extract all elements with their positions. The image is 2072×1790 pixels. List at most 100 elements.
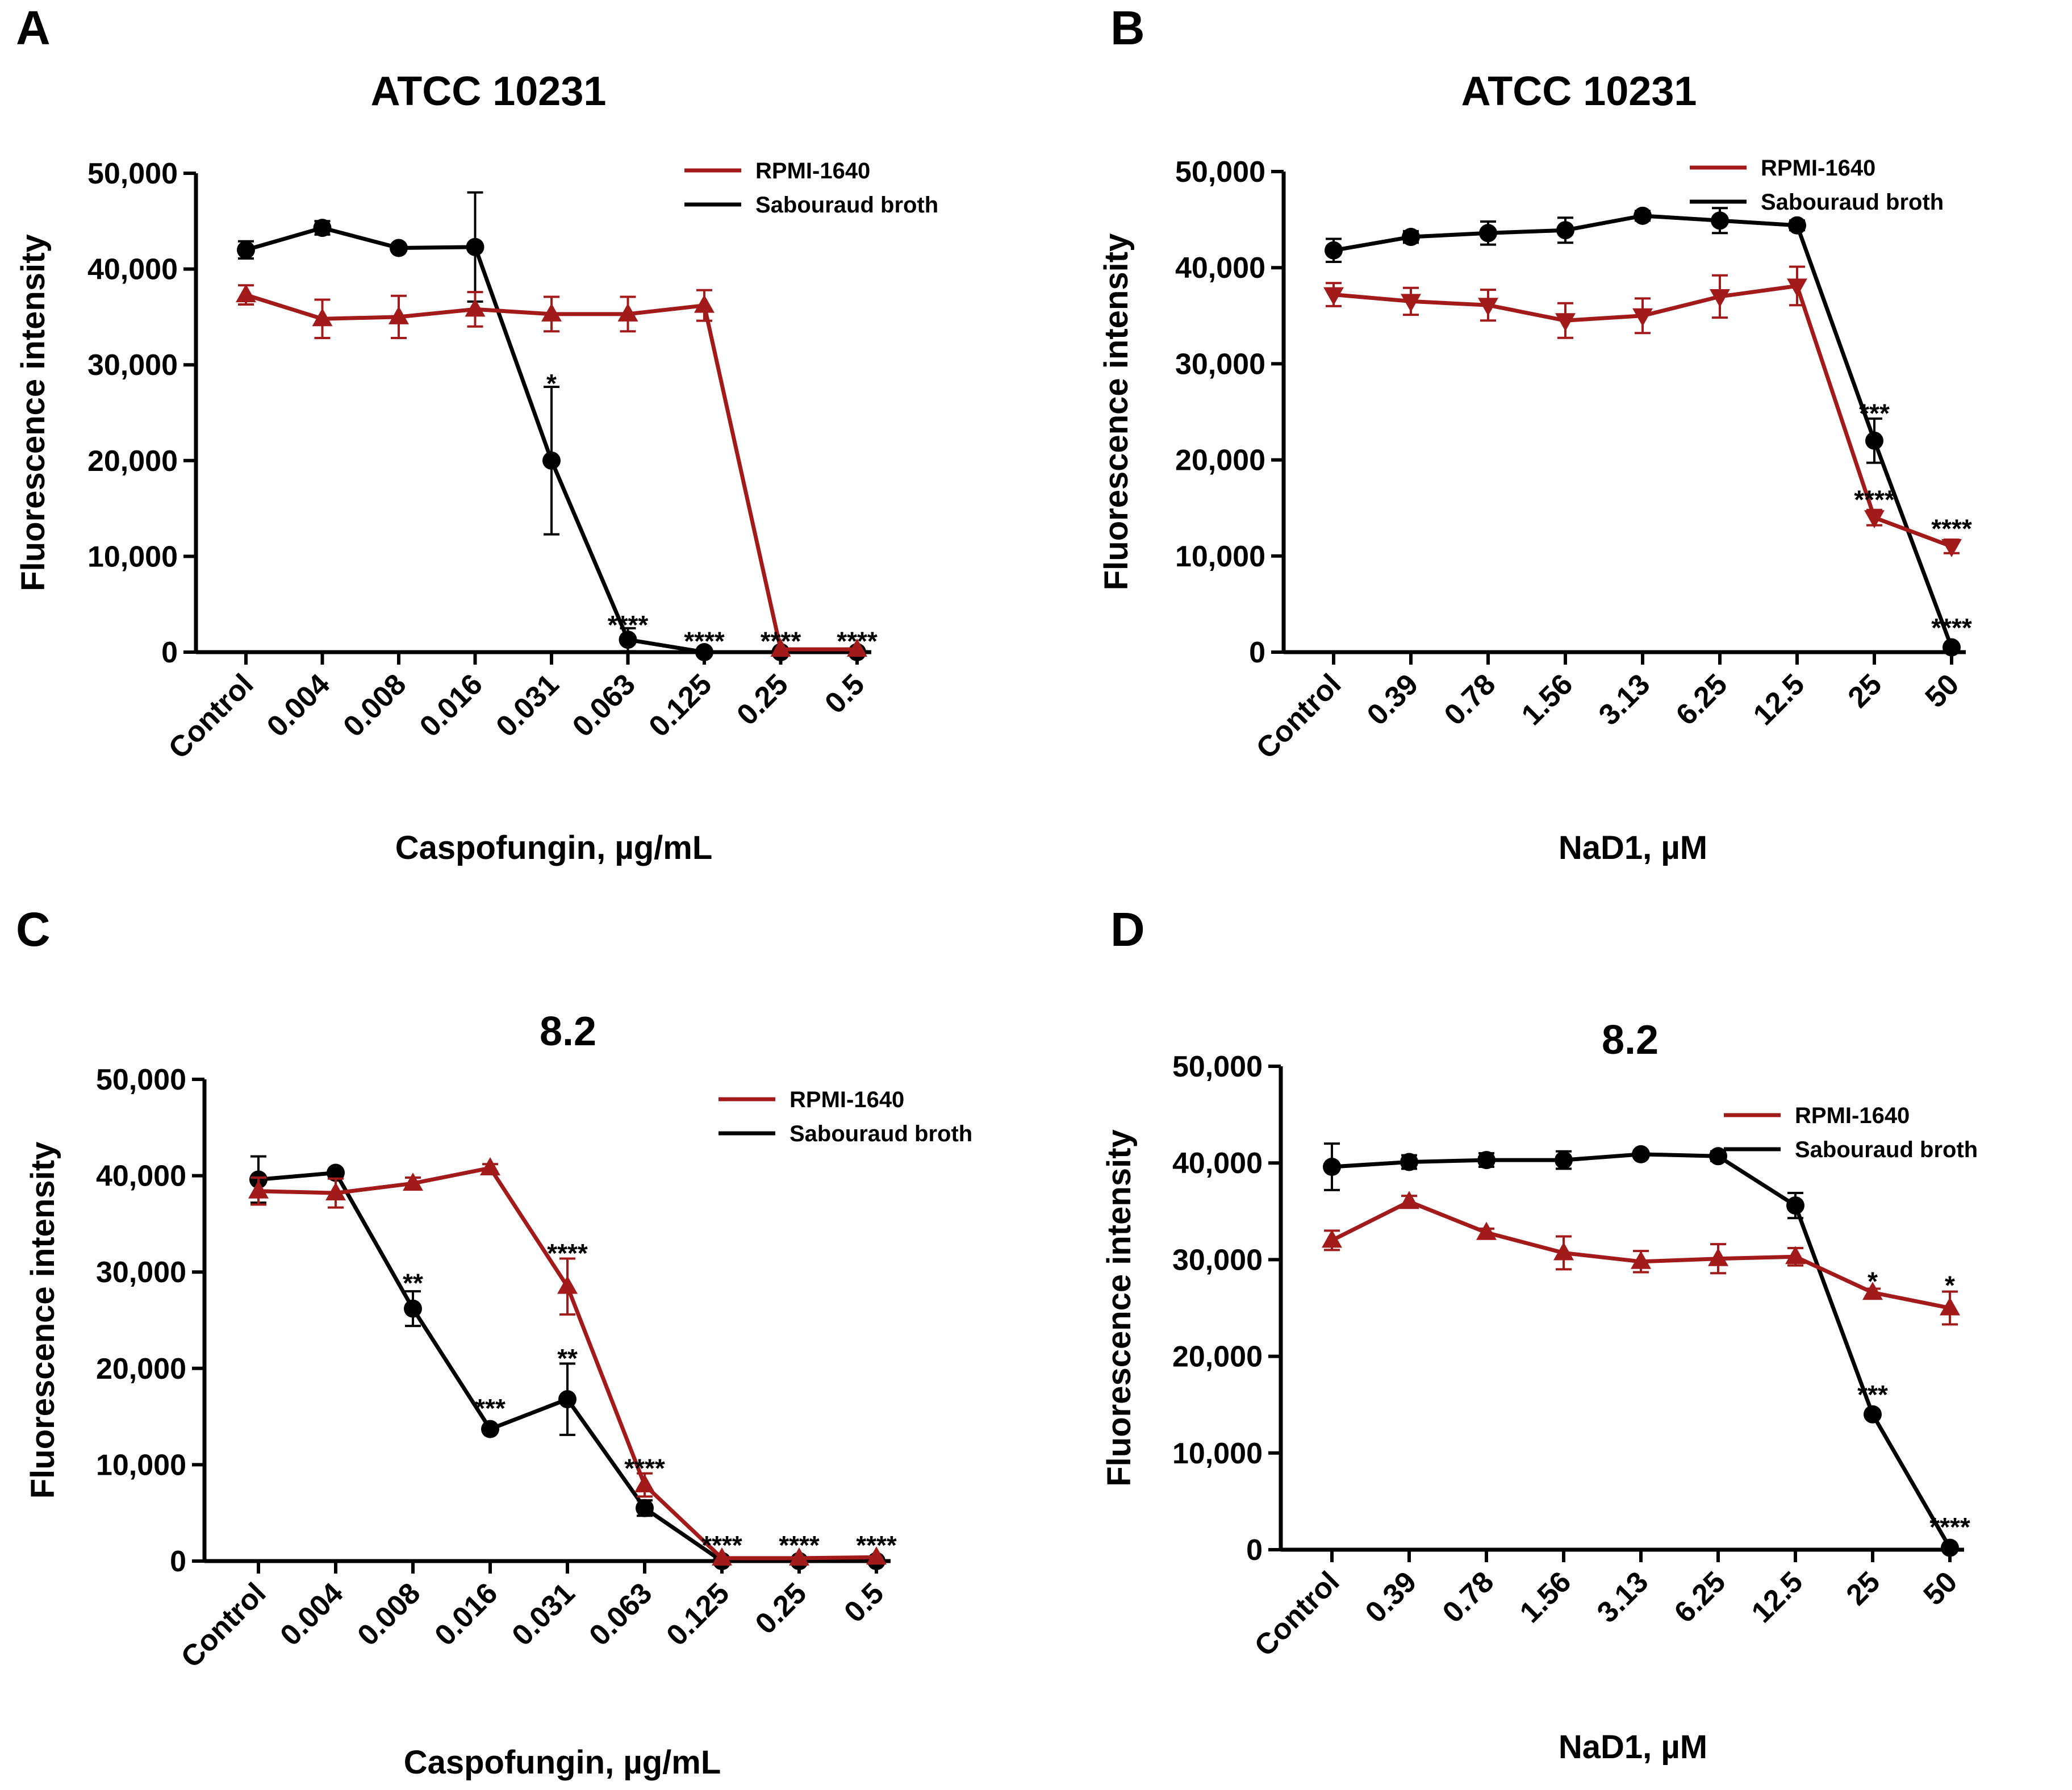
x-tick-label: Control [162, 667, 260, 765]
data-point [1634, 206, 1652, 225]
y-axis-label: Fluorescence intensity [1101, 1129, 1138, 1487]
x-tick-label: 0.78 [1436, 1565, 1501, 1629]
y-tick-label: 40,000 [96, 1160, 186, 1193]
y-tick-label: 0 [161, 636, 178, 669]
y-tick-label: 30,000 [1172, 1244, 1263, 1276]
series-rpmi-1640 [1322, 1191, 1960, 1326]
x-tick-label: 0.008 [337, 667, 412, 743]
y-tick-label: 40,000 [1172, 1147, 1263, 1180]
significance-label: **** [547, 1238, 588, 1268]
x-tick-label: Control [1250, 667, 1348, 765]
y-tick-label: 0 [1249, 636, 1265, 669]
series-sabouraud-broth [237, 191, 866, 661]
chart-title: ATCC 10231 [1461, 69, 1697, 114]
data-point [1402, 228, 1420, 247]
series-line [1331, 1152, 1952, 1549]
legend-label: Sabouraud broth [789, 1121, 972, 1146]
significance-label: **** [701, 1530, 742, 1560]
x-tick-label: 0.39 [1361, 667, 1425, 732]
data-point [1941, 1538, 1959, 1557]
data-point [1632, 308, 1653, 327]
data-point [636, 1499, 654, 1517]
y-tick-label: 40,000 [87, 253, 178, 286]
significance-label: * [546, 369, 557, 398]
significance-label: **** [1929, 1512, 1970, 1542]
legend-label: Sabouraud broth [1795, 1137, 1978, 1162]
chart-panel-d: D 8.2 0 10,000 20,000 30,000 40,000 50,000 Contr… [1101, 903, 1978, 1766]
data-point [1864, 1405, 1882, 1424]
series-sabouraud-broth [249, 1155, 885, 1570]
x-tick-label: 0.25 [749, 1576, 813, 1641]
significance-label: **** [1854, 485, 1895, 515]
chart-panel-b: B ATCC 10231 0 10,000 20,000 30,000 40,000 50,0… [1098, 1, 1972, 866]
x-tick-label: 3.13 [1593, 667, 1657, 732]
y-axis-label: Fluorescence intensity [24, 1142, 61, 1499]
y-tick-label: 50,000 [96, 1063, 186, 1096]
y-tick-label: 10,000 [87, 540, 178, 573]
data-point [866, 1546, 887, 1565]
panel-letter: D [1110, 903, 1145, 956]
data-point [481, 1420, 499, 1438]
data-point [541, 303, 562, 322]
x-tick-label: 0.25 [730, 667, 795, 732]
data-point [1711, 211, 1729, 230]
x-tick-label: 12.5 [1745, 1565, 1810, 1629]
data-point [557, 1275, 578, 1294]
data-point [1556, 221, 1574, 240]
data-point [237, 240, 255, 259]
y-tick-label: 10,000 [1175, 540, 1265, 573]
x-tick-label: 0.125 [660, 1576, 736, 1652]
data-point [480, 1157, 500, 1176]
data-point [312, 308, 333, 327]
significance-label: **** [761, 627, 801, 656]
y-axis-label: Fluorescence intensity [1098, 233, 1135, 591]
legend: RPMI-1640 Sabouraud broth [718, 1087, 972, 1146]
data-point [1400, 1153, 1418, 1171]
series-sabouraud-broth [1325, 206, 1961, 657]
x-tick-label: 0.5 [818, 667, 871, 720]
data-point [770, 638, 791, 657]
x-tick-label: 0.5 [838, 1576, 890, 1629]
series-rpmi-1640 [236, 284, 867, 657]
x-tick-label: 0.008 [351, 1576, 427, 1652]
x-tick-label: 25 [1840, 1565, 1887, 1612]
significance-label: **** [779, 1530, 820, 1560]
data-point [1864, 510, 1885, 529]
y-tick-label: 40,000 [1175, 252, 1265, 285]
series-rpmi-1640 [248, 1157, 887, 1566]
data-point [542, 451, 561, 470]
significance-label: **** [1931, 514, 1972, 544]
y-tick-label: 50,000 [1175, 156, 1265, 189]
data-point [1325, 241, 1343, 260]
data-point [1862, 1282, 1883, 1300]
y-tick-label: 50,000 [1172, 1050, 1263, 1083]
y-tick-label: 10,000 [96, 1449, 186, 1482]
x-tick-label: 3.13 [1591, 1565, 1655, 1629]
x-tick-label: 0.031 [490, 667, 565, 743]
significance-label: * [1945, 1270, 1955, 1300]
x-axis-label: NaD1, µM [1559, 1729, 1707, 1766]
data-point [617, 303, 638, 322]
data-point [325, 1182, 346, 1201]
series-sabouraud-broth [1323, 1142, 1959, 1557]
data-point [558, 1390, 577, 1409]
data-point [1399, 1191, 1419, 1209]
significance-label: **** [684, 627, 725, 656]
data-point [1632, 1145, 1650, 1163]
x-axis-label: NaD1, µM [1559, 829, 1707, 866]
x-tick-label: 0.031 [506, 1576, 581, 1652]
legend-label: RPMI-1640 [789, 1087, 904, 1112]
x-tick-label: 12.5 [1747, 667, 1811, 732]
data-point [466, 237, 484, 256]
data-point [1786, 1196, 1804, 1215]
y-tick-label: 30,000 [1175, 348, 1265, 381]
data-point [1941, 539, 1962, 557]
data-point [1788, 216, 1806, 235]
x-tick-label: 0.78 [1438, 667, 1502, 732]
data-point [1708, 1247, 1728, 1266]
significance-label: *** [1857, 1380, 1888, 1409]
y-tick-label: 0 [170, 1545, 186, 1578]
data-point [1555, 1151, 1573, 1170]
y-tick-label: 20,000 [96, 1353, 186, 1386]
